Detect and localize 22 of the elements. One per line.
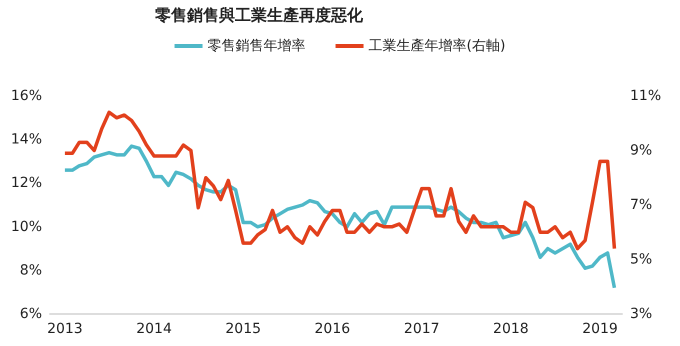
x-tick-label: 2015 xyxy=(225,321,262,337)
y-tick-label: 10% xyxy=(10,218,42,235)
legend-label: 工業生產年增率(右軸) xyxy=(368,38,506,54)
x-tick-label: 2014 xyxy=(136,321,172,337)
y2-tick-label: 9% xyxy=(630,142,652,158)
y2-tick-label: 5% xyxy=(630,252,652,268)
y-tick-label: 6% xyxy=(20,306,42,322)
legend-label: 零售銷售年增率 xyxy=(208,38,306,54)
x-tick-label: 2013 xyxy=(47,321,83,337)
y-tick-label: 8% xyxy=(20,262,42,278)
x-tick-label: 2016 xyxy=(314,321,350,337)
x-tick-label: 2017 xyxy=(404,321,440,337)
y-tick-label: 14% xyxy=(10,132,42,148)
y-tick-label: 16% xyxy=(10,88,42,104)
x-tick-label: 2018 xyxy=(493,321,529,337)
line-series xyxy=(63,110,616,250)
y2-tick-label: 3% xyxy=(630,306,652,322)
y2-tick-label: 11% xyxy=(630,88,662,104)
y-tick-label: 12% xyxy=(10,175,42,192)
y2-tick-label: 7% xyxy=(630,197,652,213)
x-tick-label: 2019 xyxy=(582,321,618,337)
chart-title: 零售銷售與工業生產再度惡化 xyxy=(154,6,364,24)
